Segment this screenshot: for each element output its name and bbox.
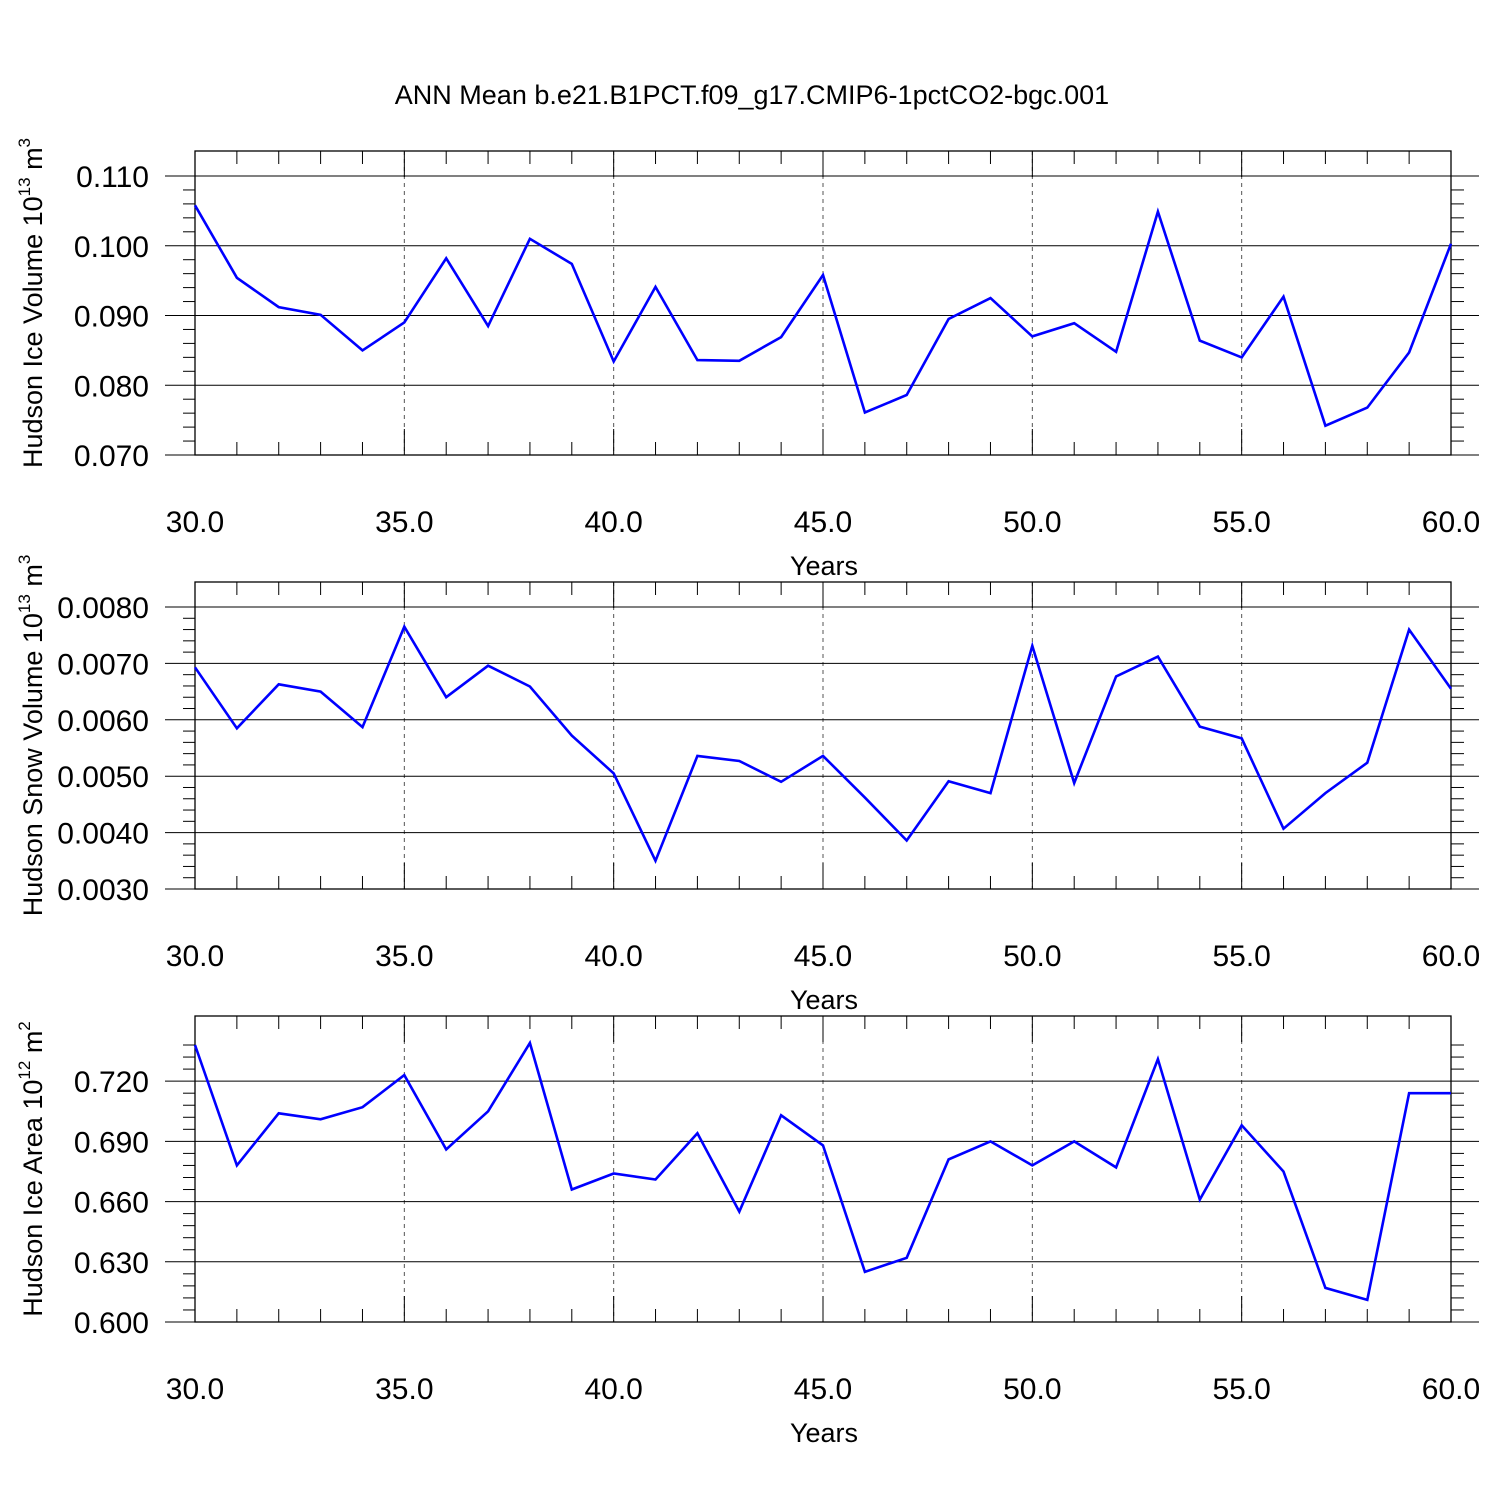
y-tick-label: 0.090 [74,301,149,334]
x-axis-label: Years [790,985,858,1015]
y-tick-label: 0.0050 [57,761,149,794]
series-line [193,204,1453,428]
y-tick-label: 0.070 [74,440,149,473]
x-tick-label: 55.0 [1212,506,1270,539]
y-tick-label: 0.0070 [57,648,149,681]
x-tick-label: 30.0 [166,506,224,539]
x-tick-label: 40.0 [584,940,642,973]
x-tick-label: 50.0 [1003,940,1061,973]
y-tick-label: 0.080 [74,370,149,403]
x-tick-label: 35.0 [375,1373,433,1406]
y-tick-label: 0.600 [74,1307,149,1340]
y-axis-label: Hudson Snow Volume 1013 m3 [15,555,48,917]
y-axis-label: Hudson Ice Area 1012 m2 [15,1021,48,1317]
y-tick-label: 0.660 [74,1187,149,1220]
y-tick-label: 0.630 [74,1247,149,1280]
x-tick-label: 40.0 [584,1373,642,1406]
y-tick-label: 0.0060 [57,705,149,738]
x-tick-label: 35.0 [375,506,433,539]
x-tick-label: 60.0 [1422,506,1480,539]
y-tick-label: 0.0040 [57,818,149,851]
y-tick-label: 0.720 [74,1066,149,1099]
chart-panels: 0.070 0.080 0.090 0.100 0.110 30.0 35.0 40.0 45.… [15,138,1480,1448]
x-tick-label: 60.0 [1422,940,1480,973]
chart-title: ANN Mean b.e21.B1PCT.f09_g17.CMIP6-1pctC… [395,80,1109,110]
x-tick-label: 35.0 [375,940,433,973]
y-tick-label: 0.110 [76,161,149,194]
x-tick-label: 50.0 [1003,506,1061,539]
y-tick-label: 0.100 [74,231,149,264]
x-tick-label: 45.0 [794,940,852,973]
x-axis-label: Years [790,551,858,581]
panel-1: 0.070 0.080 0.090 0.100 0.110 30.0 35.0 40.0 45.… [15,138,1480,581]
x-tick-label: 40.0 [584,506,642,539]
series-line [193,1039,1451,1302]
x-tick-label: 60.0 [1422,1373,1480,1406]
x-tick-label: 30.0 [166,1373,224,1406]
panel-3: 0.600 0.630 0.660 0.690 0.720 30.0 35.0 40.0 45.… [15,1015,1480,1448]
y-axis-label: Hudson Ice Volume 1013 m3 [15,138,48,468]
panel-2: 0.0030 0.0040 0.0050 0.0060 0.0070 0.0080 30.0… [15,555,1480,1015]
x-tick-label: 30.0 [166,940,224,973]
y-tick-label: 0.0080 [57,592,149,625]
x-tick-label: 55.0 [1212,940,1270,973]
x-axis-label: Years [790,1418,858,1448]
x-tick-label: 55.0 [1212,1373,1270,1406]
x-tick-label: 45.0 [794,506,852,539]
x-tick-label: 45.0 [794,1373,852,1406]
y-tick-label: 0.690 [74,1126,149,1159]
x-tick-label: 50.0 [1003,1373,1061,1406]
y-tick-label: 0.0030 [57,874,149,907]
